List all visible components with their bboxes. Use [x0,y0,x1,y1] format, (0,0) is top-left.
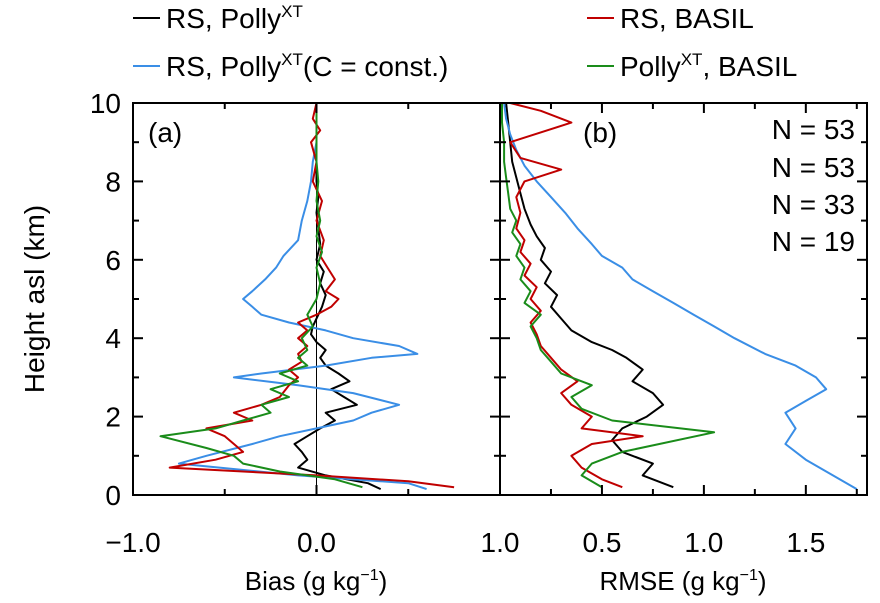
panel-a-series-line-0 [293,103,382,491]
legend-label-rs-polly-const: RS, PollyXT(C = const.) [166,50,448,82]
y-axis-label: Height asl (km) [19,205,50,393]
panel-a-series-line-3 [159,103,363,489]
y-tick-label: 0 [105,480,121,511]
legend-label-rs-polly: RS, PollyXT [166,2,303,34]
y-tick-label: 6 [105,245,121,276]
annotation-n-green: N = 19 [772,226,855,257]
panel-b-x-tick-label: 1.5 [786,527,825,558]
panel-a-series-line-1 [177,103,427,491]
panel-b-series-line-2 [509,102,644,489]
panel-b-x-tick-label: 1.0 [684,527,723,558]
panel-b-series-line-0 [505,102,674,489]
y-tick-label: 8 [105,166,121,197]
y-tick-label: 2 [105,402,121,433]
panel-a-label: (a) [148,117,182,148]
panel-b-label: (b) [583,117,617,148]
panel-a-series [159,102,455,495]
panel-a-ticks: 0 2 4 6 8 10 −1.0 0.0 1.0 [90,88,520,558]
y-tick-label: 10 [90,88,121,119]
legend-label-rs-basil: RS, BASIL [620,3,754,34]
panel-b-ticks: 0.5 1.0 1.5 [499,102,867,558]
panel-a-xlabel: Bias (g kg−1) [245,566,388,596]
panel-a: 0 2 4 6 8 10 −1.0 0.0 1.0 (a) Bias (g kg−1) Heig… [19,88,519,596]
panel-b-x-tick-label: 0.5 [582,527,621,558]
annotation-n-red: N = 33 [772,189,855,220]
panel-a-x-tick-label: 1.0 [481,527,520,558]
panel-b-xlabel: RMSE (g kg−1) [599,566,766,596]
legend-label-polly-basil: PollyXT, BASIL [620,50,797,82]
annotation-n-black: N = 53 [772,114,855,145]
y-tick-label: 4 [105,323,121,354]
panel-b-series [501,102,858,490]
panel-b: 0.5 1.0 1.5 (b) N = 53 N = 53 N = 33 N = 1… [499,102,868,596]
legend: RS, PollyXT RS, BASIL RS, PollyXT(C = co… [133,2,797,82]
panel-b-series-line-3 [501,103,716,489]
panel-a-x-tick-label: −1.0 [105,527,160,558]
panel-a-x-tick-label: 0.0 [297,527,336,558]
annotation-n-blue: N = 53 [772,152,855,183]
